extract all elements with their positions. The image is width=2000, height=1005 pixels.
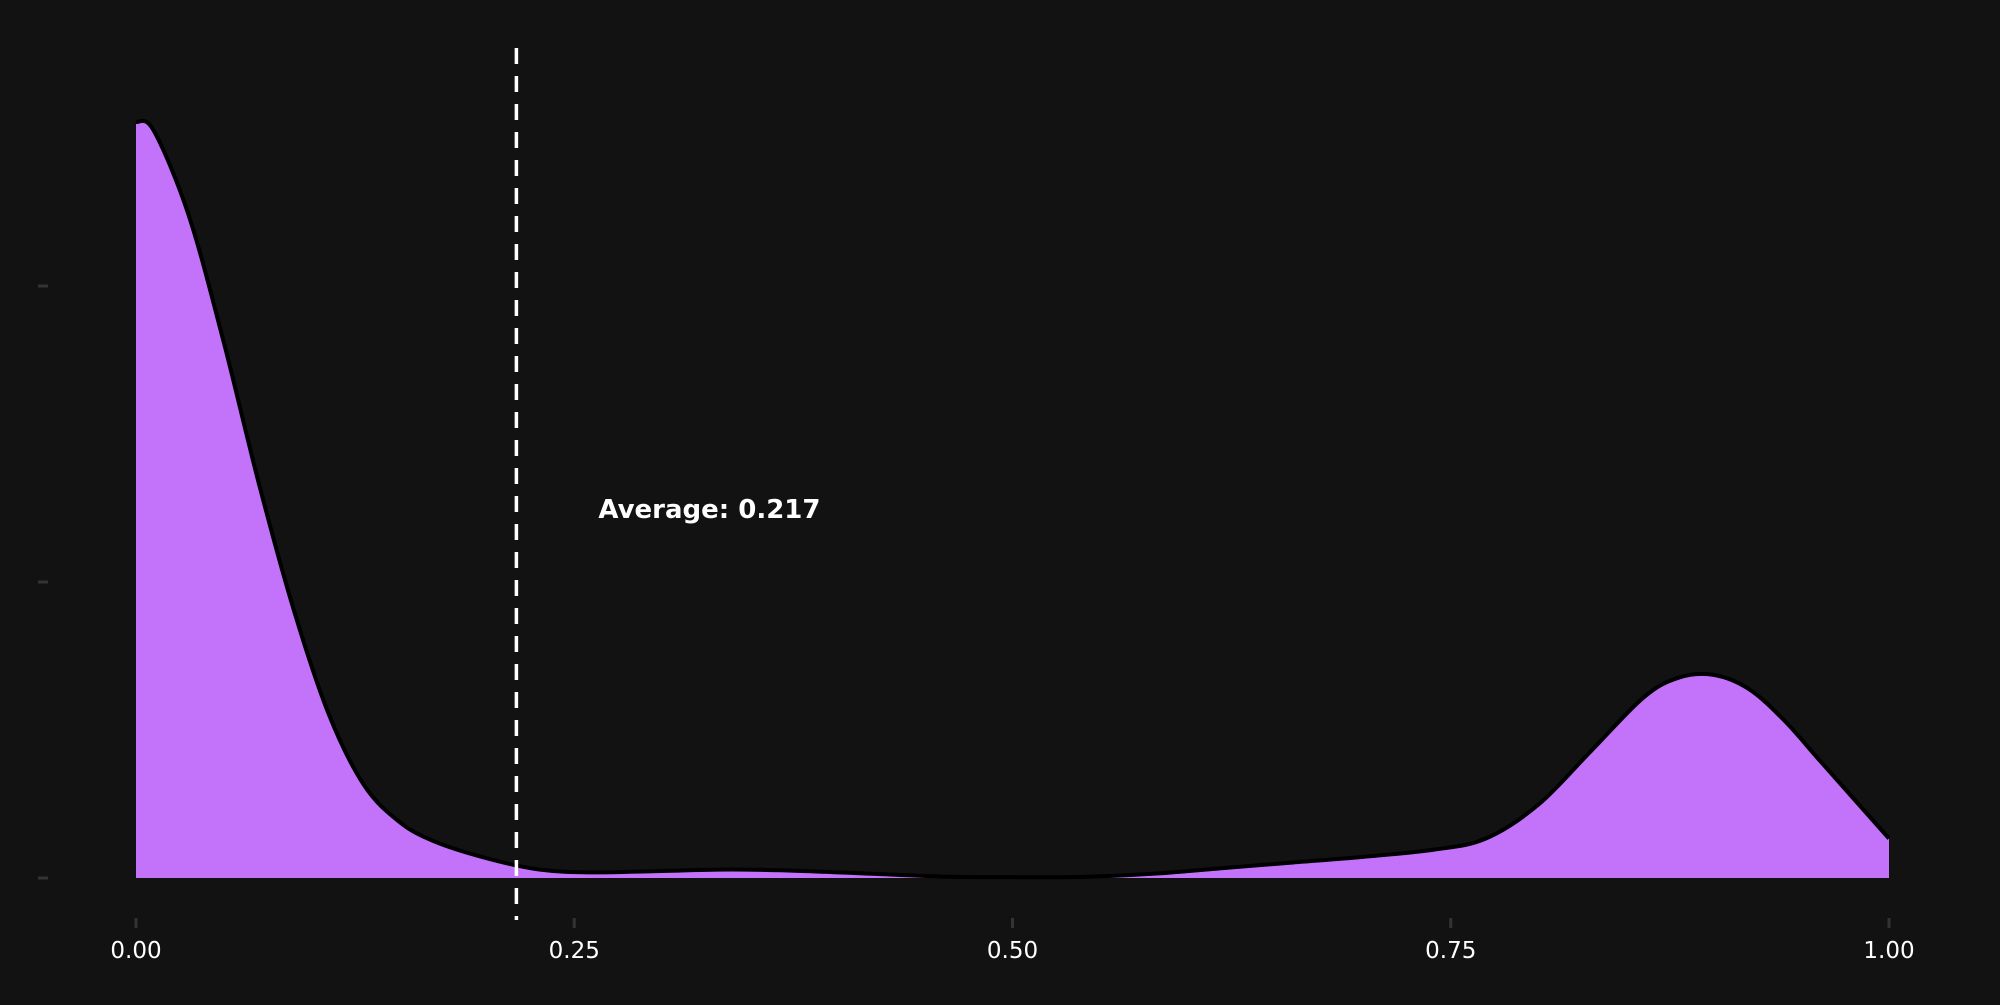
density-area-0 [136,120,1889,878]
x-tick-label-3: 0.75 [1425,938,1476,964]
average-annotation: Average: 0.217 [598,495,820,525]
density-area-layer [135,118,1891,880]
density-outline-0 [135,118,1891,880]
x-tick-label-0: 0.00 [110,938,161,964]
x-tick-label-4: 1.00 [1863,938,1914,964]
x-tick-label-1: 0.25 [549,938,600,964]
axes-layer: 0.00 0.25 0.50 0.75 1.00 [38,284,1915,964]
x-tick-label-2: 0.50 [987,938,1038,964]
